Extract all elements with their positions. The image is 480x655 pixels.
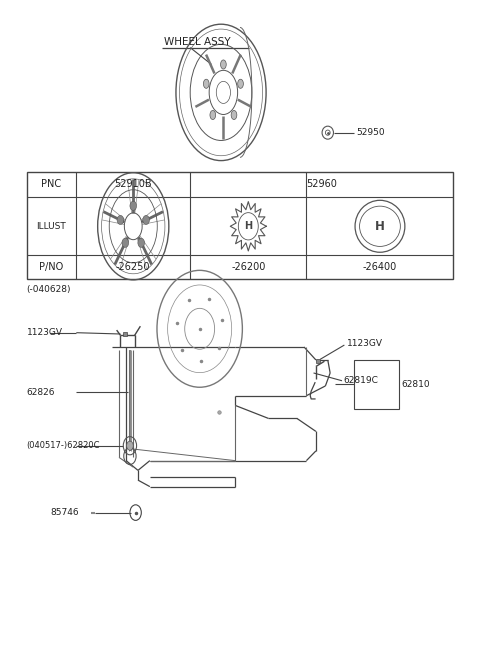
Ellipse shape — [231, 111, 237, 120]
Circle shape — [143, 215, 149, 225]
Text: -26400: -26400 — [363, 262, 397, 272]
Bar — [26, 172, 454, 279]
Circle shape — [122, 238, 129, 248]
Text: 62826: 62826 — [26, 388, 55, 397]
Text: 52950: 52950 — [356, 128, 385, 137]
Text: ILLUST: ILLUST — [36, 222, 66, 231]
Text: H: H — [244, 221, 252, 231]
Text: -26200: -26200 — [231, 262, 265, 272]
Text: 62810: 62810 — [401, 380, 430, 389]
Text: 1123GV: 1123GV — [347, 339, 383, 348]
Text: 62819C: 62819C — [343, 376, 378, 385]
Ellipse shape — [238, 79, 243, 88]
Ellipse shape — [210, 111, 216, 120]
Text: (040517-)62820C: (040517-)62820C — [26, 441, 100, 450]
Text: 85746: 85746 — [50, 508, 79, 517]
Text: H: H — [375, 220, 385, 233]
Bar — [354, 360, 399, 409]
Circle shape — [130, 201, 137, 210]
Text: WHEEL ASSY: WHEEL ASSY — [164, 37, 231, 47]
Circle shape — [127, 441, 133, 450]
Text: P/NO: P/NO — [39, 262, 63, 272]
Circle shape — [117, 215, 124, 225]
Circle shape — [138, 238, 144, 248]
Ellipse shape — [220, 60, 226, 69]
Text: PNC: PNC — [41, 179, 61, 189]
Text: 52910B: 52910B — [114, 179, 152, 189]
Text: (-040628): (-040628) — [26, 286, 71, 294]
Ellipse shape — [204, 79, 209, 88]
Text: 1123GV: 1123GV — [26, 328, 62, 337]
Text: -26250: -26250 — [116, 262, 151, 272]
Text: 52960: 52960 — [306, 179, 337, 189]
